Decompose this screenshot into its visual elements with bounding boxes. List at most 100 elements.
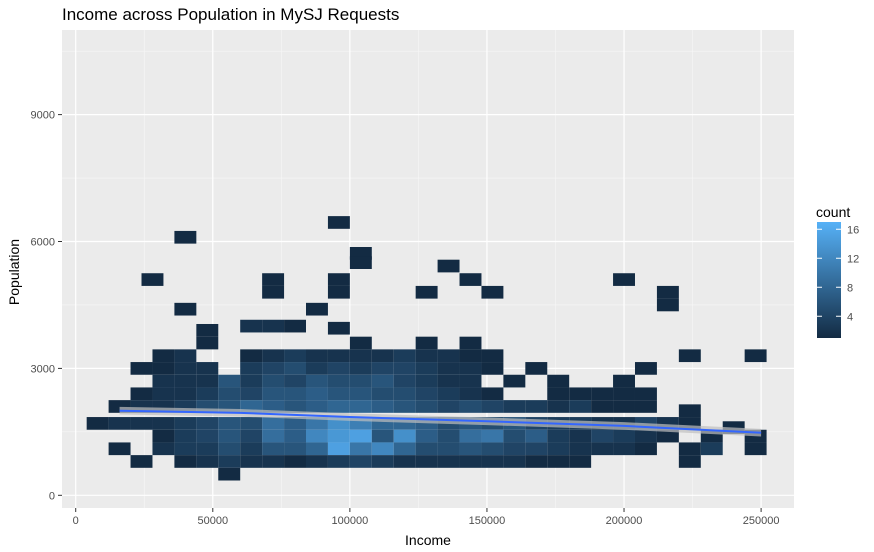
y-tick-label: 9000 (31, 110, 55, 122)
bin-cell (634, 442, 657, 456)
bin-cell (437, 455, 460, 468)
bin-cell (240, 349, 263, 363)
bin-cell (284, 442, 306, 456)
bin-cell (459, 455, 482, 468)
bin-cell (240, 417, 263, 430)
x-tick-label: 200000 (606, 515, 643, 527)
bin-cell (459, 429, 482, 443)
bin-cell (327, 362, 350, 375)
bin-cell (240, 387, 263, 401)
bin-cell (284, 319, 306, 333)
bin-cell (218, 442, 241, 456)
bin-cell (371, 429, 394, 443)
bin-cell (284, 400, 306, 413)
bin-cell (262, 362, 285, 375)
bin-cell (656, 429, 679, 443)
bin-cell (196, 417, 219, 430)
y-tick-label: 6000 (31, 237, 55, 249)
bin-cell (393, 429, 416, 443)
bin-cell (634, 387, 657, 401)
bin-cell (503, 400, 526, 413)
bin-cell (437, 387, 460, 401)
bin-cell (196, 442, 219, 456)
bin-cell (371, 387, 394, 401)
bin-cell (371, 362, 394, 375)
bin-cell (371, 374, 394, 388)
bin-cell (284, 362, 306, 375)
bin-cell (218, 467, 241, 481)
bin-cell (393, 387, 416, 401)
bin-cell (634, 400, 657, 413)
bin-cell (371, 349, 394, 363)
bin-cell (174, 362, 197, 375)
bin-cell (349, 349, 372, 363)
bin-cell (306, 442, 328, 456)
bin-cell (174, 417, 197, 430)
bin-cell (415, 455, 438, 468)
bin-cell (459, 336, 482, 350)
bin-cell (262, 285, 285, 299)
bin-cell (349, 256, 372, 269)
bin-cell (481, 429, 504, 443)
bin-cell (459, 374, 482, 388)
bin-cell (525, 429, 548, 443)
bin-cell (327, 387, 350, 401)
bin-cell (306, 417, 328, 430)
bin-cell (174, 230, 197, 244)
legend: count 4 8 12 16 (816, 204, 859, 338)
bin-cell (634, 362, 657, 375)
bin-cell (415, 362, 438, 375)
bin-cell (152, 417, 175, 430)
bin-cell (393, 362, 416, 375)
bin-cell (262, 273, 285, 286)
bin-cell (525, 362, 548, 375)
bin-cell (503, 374, 526, 388)
bin-cell (415, 387, 438, 401)
bin-cell (262, 349, 285, 363)
bin-cell (613, 387, 635, 401)
bin-cell (656, 298, 679, 312)
bin-cell (613, 429, 635, 443)
bin-cell (306, 455, 328, 468)
bin-cell (152, 442, 175, 456)
bin-cell (306, 362, 328, 375)
bin-cell (700, 442, 723, 456)
x-tick-label: 150000 (469, 515, 506, 527)
legend-tick-label: 8 (847, 282, 853, 294)
bin-cell (569, 429, 592, 443)
legend-ticks: 4 8 12 16 (817, 224, 859, 323)
bin-cell (547, 387, 570, 401)
bin-cell (415, 374, 438, 388)
bin-cell (130, 417, 153, 430)
bin-cell (459, 442, 482, 456)
bin-cell (678, 455, 701, 468)
trend-line (119, 409, 762, 434)
bin-cell (240, 442, 263, 456)
bin-cell (174, 387, 197, 401)
bin-cell (371, 455, 394, 468)
bin-cell (284, 387, 306, 401)
bin-cell (569, 387, 592, 401)
bin-cell (569, 442, 592, 456)
bin-cell (459, 349, 482, 363)
bin-cell (196, 336, 219, 350)
bin-cell (459, 400, 482, 413)
bin-cell (415, 349, 438, 363)
bin-cell (196, 323, 219, 337)
bin-cell (284, 455, 306, 468)
bin-cell (349, 442, 372, 456)
bin-cell (613, 374, 635, 388)
bin-cell (525, 442, 548, 456)
bin-cell (327, 400, 350, 413)
bin-cell (547, 429, 570, 443)
bin-cell (196, 374, 219, 388)
bin-cell (547, 442, 570, 456)
bin-cell (196, 455, 219, 468)
bin-cell (174, 455, 197, 468)
bin-cell (393, 455, 416, 468)
chart-title: Income across Population in MySJ Request… (62, 5, 399, 24)
y-axis: 0 3000 6000 9000 (31, 110, 62, 502)
bin-cell (481, 387, 504, 401)
bin-cell (525, 400, 548, 413)
